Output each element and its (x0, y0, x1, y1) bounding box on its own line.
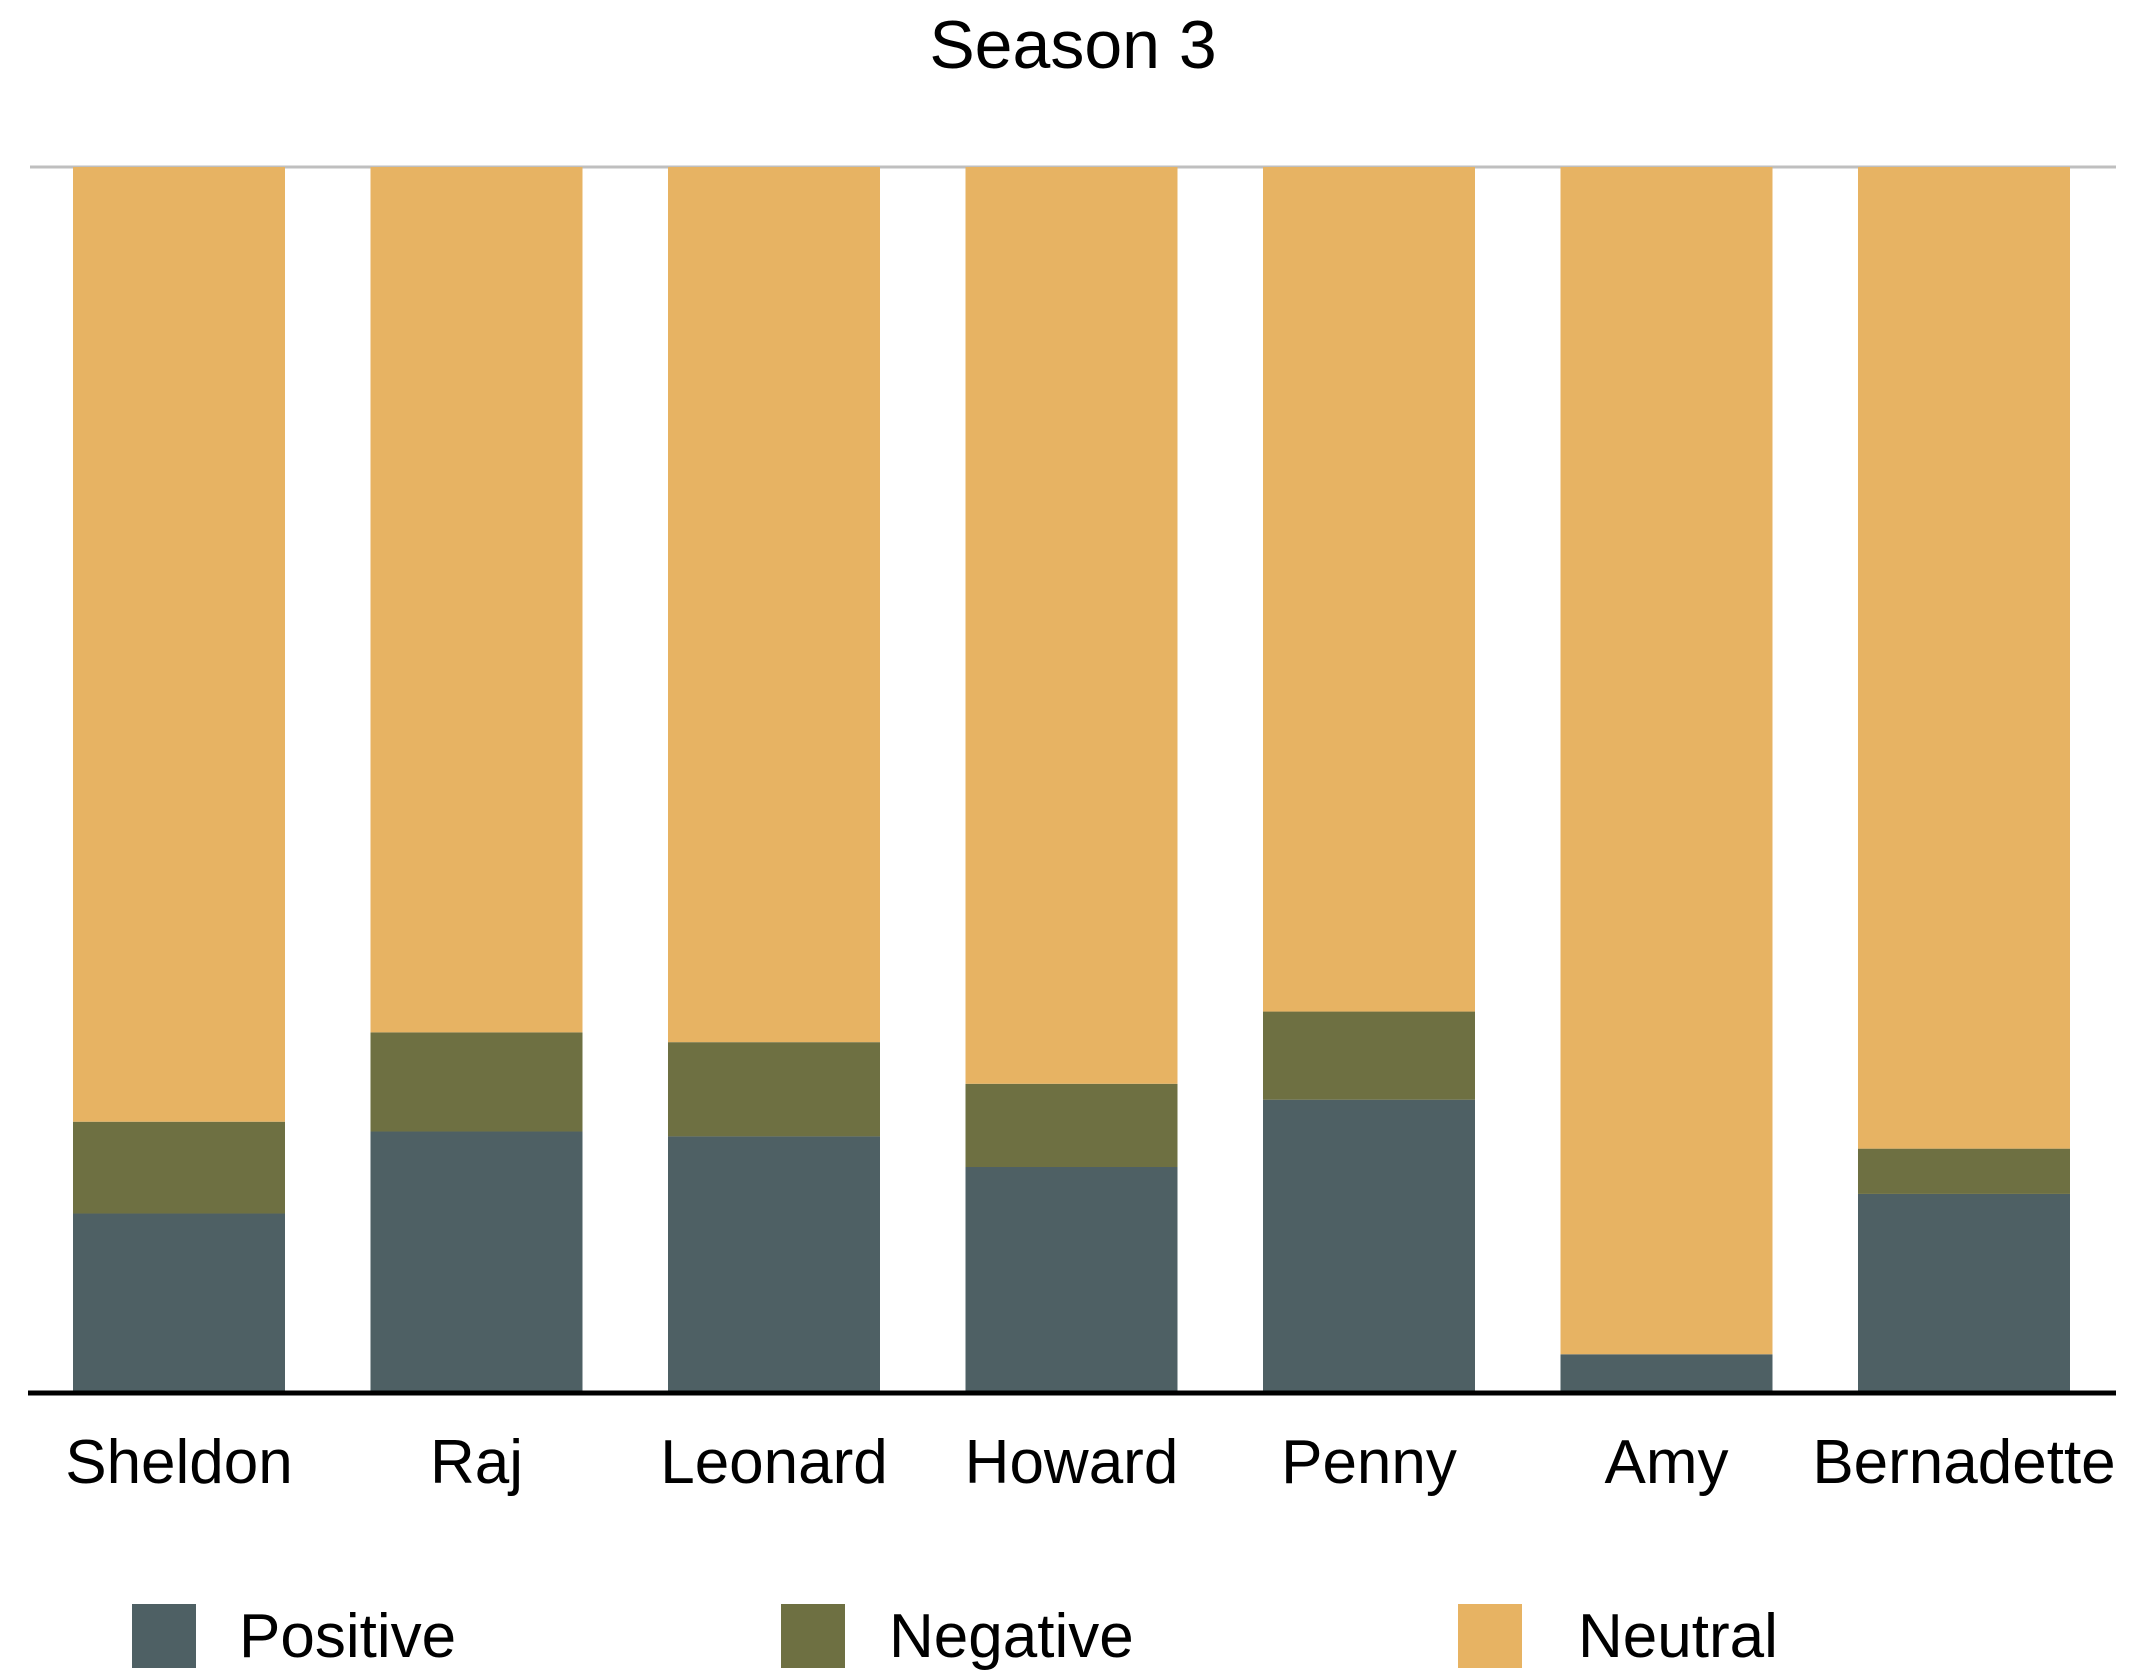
bar-segment-positive-amy (1560, 1354, 1773, 1391)
bar-segment-negative-penny (1263, 1011, 1475, 1100)
bar-segment-neutral-sheldon (73, 167, 285, 1122)
legend-label-negative: Negative (889, 1602, 1134, 1671)
bar-segment-neutral-penny (1263, 167, 1475, 1012)
bars-group (73, 167, 2070, 1391)
legend: Positive Negative Neutral (132, 1602, 1778, 1671)
bar-segment-neutral-leonard (668, 167, 880, 1043)
x-tick-label-sheldon: Sheldon (65, 1428, 293, 1497)
chart-title: Season 3 (929, 7, 1216, 83)
legend-swatch-positive (132, 1604, 196, 1668)
x-tick-label-leonard: Leonard (660, 1428, 888, 1497)
legend-label-positive: Positive (239, 1602, 456, 1671)
x-tick-labels: Sheldon Raj Leonard Howard Penny Amy Bernadett… (65, 1428, 2115, 1497)
bar-segment-neutral-bernadette (1858, 167, 2070, 1149)
legend-swatch-negative (781, 1604, 845, 1668)
bar-segment-positive-raj (370, 1131, 583, 1391)
legend-label-neutral: Neutral (1578, 1602, 1778, 1671)
bar-segment-neutral-howard (965, 167, 1178, 1084)
bar-segment-positive-sheldon (73, 1213, 285, 1391)
bar-segment-positive-bernadette (1858, 1193, 2070, 1391)
bar-segment-positive-penny (1263, 1099, 1475, 1391)
bar-segment-positive-leonard (668, 1136, 880, 1391)
bar-segment-negative-raj (370, 1032, 583, 1132)
bar-segment-neutral-raj (370, 167, 583, 1033)
bar-segment-negative-howard (965, 1083, 1178, 1168)
bar-segment-negative-sheldon (73, 1121, 285, 1214)
x-tick-label-bernadette: Bernadette (1812, 1428, 2115, 1497)
legend-swatch-neutral (1458, 1604, 1522, 1668)
x-tick-label-howard: Howard (965, 1428, 1179, 1497)
x-tick-label-raj: Raj (430, 1428, 523, 1497)
bar-segment-negative-leonard (668, 1042, 880, 1137)
x-tick-label-penny: Penny (1281, 1428, 1457, 1497)
bar-segment-negative-bernadette (1858, 1148, 2070, 1194)
bar-segment-neutral-amy (1560, 167, 1773, 1355)
bar-segment-positive-howard (965, 1167, 1178, 1391)
x-tick-label-amy: Amy (1605, 1428, 1729, 1497)
